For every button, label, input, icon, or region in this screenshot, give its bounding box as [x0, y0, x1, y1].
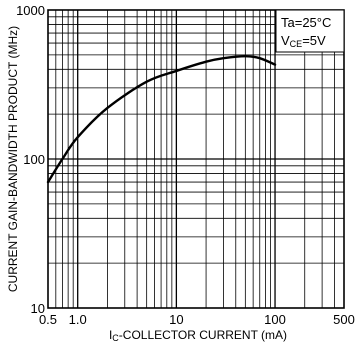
condition-vce-subscript: CE: [290, 39, 303, 49]
condition-vce-rest: =5V: [302, 33, 326, 48]
y-tick-labels: 10 100 1000: [16, 3, 45, 316]
x-tick-label: 1.0: [69, 312, 87, 327]
series-line: [46, 54, 277, 184]
y-tick-label: 100: [23, 152, 45, 167]
x-tick-label: 10: [169, 312, 183, 327]
x-tick-labels: 0.5 1.0 10 100 500: [39, 312, 355, 327]
x-tick-label: 0.5: [39, 312, 57, 327]
grid: [48, 10, 344, 308]
y-tick-label: 10: [31, 301, 45, 316]
condition-vce-prefix: V: [281, 33, 290, 48]
y-tick-label: 1000: [16, 3, 45, 18]
condition-vce: VCE=5V: [281, 33, 326, 49]
conditions-box-frame: [275, 9, 345, 53]
x-axis-label-subscript: C: [112, 333, 119, 343]
x-tick-label: 500: [333, 312, 355, 327]
plot-frame: [47, 9, 345, 309]
conditions-box: Ta=25°C VCE=5V: [275, 9, 345, 53]
condition-temperature: Ta=25°C: [281, 15, 331, 30]
x-tick-label: 100: [264, 312, 286, 327]
x-axis-label: IC-COLLECTOR CURRENT (mA): [109, 328, 287, 343]
x-axis-label-rest: -COLLECTOR CURRENT (mA): [119, 328, 287, 342]
y-axis-label: CURRENT GAIN-BANDWIDTH PRODUCT (MHz): [6, 26, 20, 292]
x-axis-label-prefix: I: [109, 328, 112, 342]
